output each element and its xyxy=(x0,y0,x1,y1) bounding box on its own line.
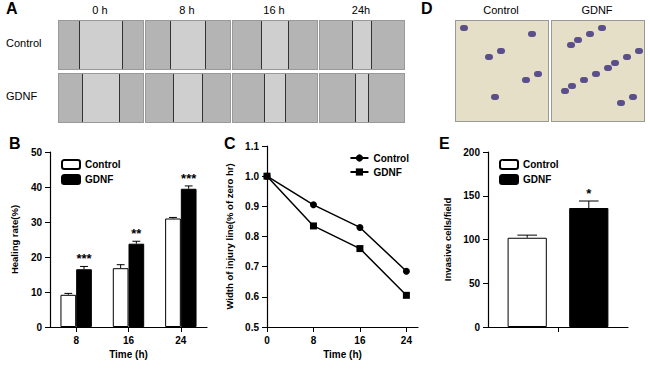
svg-text:GDNF: GDNF xyxy=(523,174,551,185)
svg-text:1.1: 1.1 xyxy=(245,141,259,152)
html-text:8 h: 8 h xyxy=(179,4,195,16)
html-text:Control: Control xyxy=(6,37,42,49)
svg-text:*: * xyxy=(586,186,592,201)
html-text:A: A xyxy=(6,0,18,17)
svg-text:Time (h): Time (h) xyxy=(323,349,362,360)
svg-text:Control: Control xyxy=(85,159,121,170)
svg-text:24: 24 xyxy=(175,335,187,346)
svg-text:100: 100 xyxy=(463,234,480,245)
svg-text:24: 24 xyxy=(401,335,413,346)
svg-text:16: 16 xyxy=(354,335,366,346)
svg-text:0: 0 xyxy=(264,335,270,346)
svg-text:150: 150 xyxy=(463,190,480,201)
svg-text:0.7: 0.7 xyxy=(245,261,259,272)
svg-text:0.5: 0.5 xyxy=(245,322,259,333)
svg-text:Width of injury line(% of zero: Width of injury line(% of zero hr) xyxy=(224,163,235,309)
svg-text:***: *** xyxy=(181,171,197,186)
svg-text:Time (h): Time (h) xyxy=(109,349,148,360)
svg-text:1.0: 1.0 xyxy=(245,171,259,182)
html-text:D: D xyxy=(421,0,433,17)
svg-text:50: 50 xyxy=(469,278,481,289)
svg-text:200: 200 xyxy=(463,147,480,158)
svg-text:**: ** xyxy=(131,226,142,241)
svg-text:C: C xyxy=(224,135,236,152)
svg-text:40: 40 xyxy=(31,182,43,193)
svg-text:20: 20 xyxy=(31,252,43,263)
html-text:0 h: 0 h xyxy=(92,4,108,16)
svg-text:0.8: 0.8 xyxy=(245,231,259,242)
svg-text:E: E xyxy=(439,135,450,152)
svg-text:10: 10 xyxy=(31,287,43,298)
svg-text:GDNF: GDNF xyxy=(373,167,401,178)
svg-text:16: 16 xyxy=(123,335,135,346)
svg-text:30: 30 xyxy=(31,217,43,228)
svg-text:***: *** xyxy=(76,251,92,266)
svg-text:Control: Control xyxy=(523,159,559,170)
svg-text:0: 0 xyxy=(36,322,42,333)
svg-text:Invasive cells/field: Invasive cells/field xyxy=(442,198,453,282)
html-text:GDNF: GDNF xyxy=(6,90,38,102)
html-text:Control: Control xyxy=(483,4,519,16)
svg-text:0.6: 0.6 xyxy=(245,291,259,302)
html-text:GDNF: GDNF xyxy=(581,4,613,16)
html-text:24h: 24h xyxy=(351,4,371,16)
svg-text:50: 50 xyxy=(31,147,43,158)
svg-text:Healing rate(%): Healing rate(%) xyxy=(9,205,20,274)
svg-text:B: B xyxy=(9,135,21,152)
html-text:16 h: 16 h xyxy=(263,4,285,16)
svg-text:8: 8 xyxy=(311,335,317,346)
svg-text:0: 0 xyxy=(474,322,480,333)
svg-text:GDNF: GDNF xyxy=(85,174,113,185)
svg-text:8: 8 xyxy=(73,335,79,346)
svg-text:0.9: 0.9 xyxy=(245,201,259,212)
svg-text:Control: Control xyxy=(373,153,409,164)
